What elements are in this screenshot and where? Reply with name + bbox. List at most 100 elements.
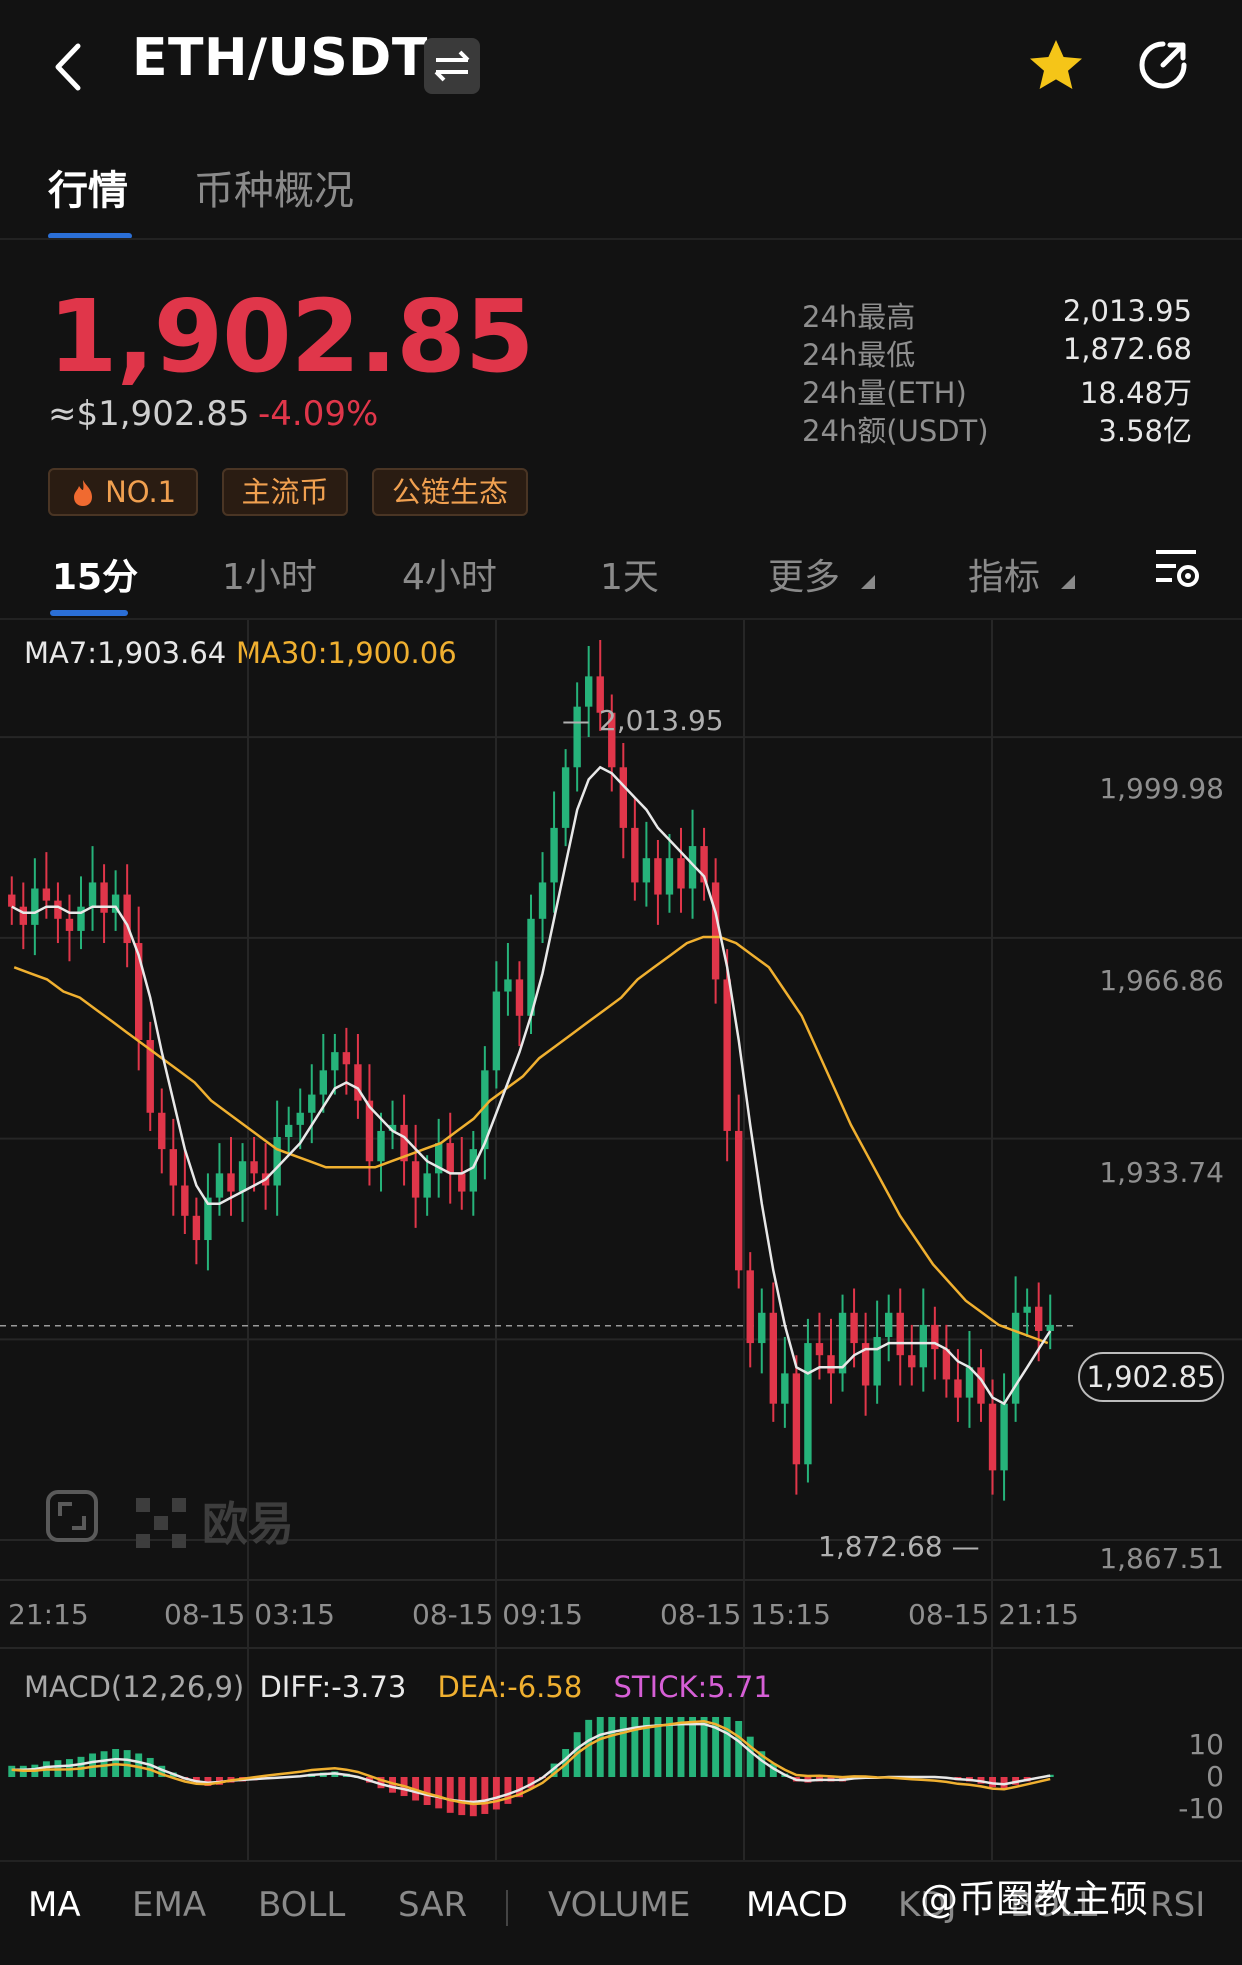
ind-ema[interactable]: EMA bbox=[132, 1885, 207, 1925]
macd-bar bbox=[585, 1719, 593, 1777]
candle-body bbox=[885, 1312, 893, 1338]
candle-body bbox=[354, 1064, 362, 1101]
macd-bar bbox=[642, 1717, 650, 1777]
candle-body bbox=[423, 1173, 431, 1198]
low-label: 1,872.68 bbox=[818, 1530, 943, 1563]
okx-logo: 欧易 bbox=[136, 1488, 294, 1554]
fullscreen-icon[interactable] bbox=[44, 1488, 100, 1544]
macd-bar bbox=[723, 1717, 731, 1777]
macd-bar bbox=[596, 1717, 604, 1777]
candle-body bbox=[769, 1312, 777, 1404]
category-tag[interactable]: 主流币 bbox=[222, 468, 348, 516]
chart-settings-icon[interactable] bbox=[1152, 546, 1200, 592]
ind-ma[interactable]: MA bbox=[28, 1885, 81, 1925]
macd-bar bbox=[504, 1777, 512, 1804]
interval-indicator bbox=[50, 610, 128, 616]
candlestick-chart[interactable] bbox=[0, 620, 1242, 1860]
candle-body bbox=[608, 712, 616, 768]
candle-body bbox=[365, 1100, 374, 1162]
okx-logo-text: 欧易 bbox=[202, 1497, 295, 1551]
stat-low-label: 24h最低 bbox=[802, 338, 916, 372]
candle-body bbox=[561, 767, 570, 828]
interval-more[interactable]: 更多 bbox=[768, 548, 876, 600]
stat-amount-value: 3.58亿 bbox=[1098, 414, 1192, 448]
macd-dea-line bbox=[11, 1720, 1051, 1806]
candle-body bbox=[665, 858, 674, 895]
candle-body bbox=[873, 1337, 881, 1386]
macd-dea: DEA:-6.58 bbox=[437, 1670, 583, 1704]
macd-bar bbox=[1000, 1777, 1008, 1789]
macd-bar bbox=[619, 1717, 627, 1777]
candle-body bbox=[227, 1173, 235, 1192]
macd-bar bbox=[631, 1717, 639, 1777]
candle-body bbox=[88, 882, 97, 907]
ind-volume[interactable]: VOLUME bbox=[548, 1885, 691, 1925]
macd-bar bbox=[746, 1736, 754, 1777]
rank-tag[interactable]: NO.1 bbox=[48, 468, 198, 516]
candle-body bbox=[781, 1373, 789, 1404]
stat-amount-label: 24h额(USDT) bbox=[802, 414, 989, 448]
macd-bar bbox=[77, 1756, 85, 1777]
macd-bar bbox=[446, 1777, 454, 1813]
candle-body bbox=[700, 846, 708, 883]
ma7-label: MA7:1,903.64 bbox=[24, 636, 227, 670]
candle-body bbox=[850, 1312, 858, 1344]
interval-1h[interactable]: 1小时 bbox=[222, 557, 317, 598]
candle-body bbox=[250, 1161, 258, 1174]
candle-body bbox=[931, 1324, 939, 1350]
macd-bar bbox=[377, 1777, 385, 1789]
stat-volume-label: 24h量(ETH) bbox=[802, 376, 967, 410]
interval-15m[interactable]: 15分 bbox=[52, 557, 139, 598]
interval-4h[interactable]: 4小时 bbox=[402, 557, 497, 598]
candle-body bbox=[573, 706, 581, 768]
ecosystem-tag[interactable]: 公链生态 bbox=[372, 468, 528, 516]
indicator-menu-label: 指标 bbox=[968, 557, 1041, 598]
candle-body bbox=[642, 858, 651, 883]
ind-kdj[interactable]: KDJ bbox=[898, 1885, 957, 1925]
candle-body bbox=[677, 858, 685, 889]
swap-button[interactable] bbox=[424, 38, 480, 94]
candle-body bbox=[585, 676, 593, 707]
ma30-label: MA30:1,900.06 bbox=[236, 636, 457, 670]
tab-market[interactable]: 行情 bbox=[48, 168, 128, 214]
macd-y-tick: 10 bbox=[1188, 1728, 1224, 1761]
stat-low-value: 1,872.68 bbox=[1062, 332, 1192, 366]
candle-body bbox=[792, 1373, 801, 1465]
ind-boll-2[interactable]: BOLL bbox=[1010, 1885, 1098, 1925]
macd-bar bbox=[989, 1777, 996, 1788]
ind-sar[interactable]: SAR bbox=[398, 1885, 468, 1925]
candle-body bbox=[54, 900, 62, 919]
candle-body bbox=[169, 1149, 177, 1186]
candle-body bbox=[1023, 1306, 1031, 1313]
macd-bar bbox=[550, 1763, 558, 1777]
interval-1d[interactable]: 1天 bbox=[600, 557, 659, 598]
candle-body bbox=[31, 888, 39, 925]
candle-body bbox=[1011, 1312, 1020, 1404]
y-tick: 1,867.51 bbox=[1099, 1542, 1224, 1575]
indicator-menu[interactable]: 指标 bbox=[968, 548, 1076, 600]
share-icon[interactable] bbox=[1134, 36, 1192, 94]
high-label: 2,013.95 bbox=[598, 704, 724, 737]
macd-bar bbox=[135, 1753, 143, 1777]
candle-body bbox=[388, 1124, 397, 1131]
ind-rsi[interactable]: RSI bbox=[1150, 1885, 1206, 1925]
macd-bar bbox=[608, 1717, 616, 1777]
macd-bar bbox=[146, 1757, 154, 1777]
chevron-left-icon[interactable] bbox=[44, 34, 94, 100]
tab-overview[interactable]: 币种概况 bbox=[194, 168, 354, 214]
candle-body bbox=[596, 676, 604, 713]
star-icon[interactable] bbox=[1026, 36, 1086, 96]
ma7-line bbox=[11, 765, 1052, 1406]
last-price: 1,902.85 bbox=[48, 278, 534, 395]
ind-boll[interactable]: BOLL bbox=[258, 1885, 346, 1925]
candle-body bbox=[1035, 1306, 1043, 1331]
macd-bar bbox=[158, 1765, 166, 1777]
candle-body bbox=[654, 858, 662, 895]
ind-macd[interactable]: MACD bbox=[746, 1885, 848, 1925]
candle-body bbox=[296, 1112, 304, 1125]
candle-body bbox=[238, 1161, 247, 1192]
macd-bar bbox=[700, 1717, 708, 1777]
macd-bar bbox=[435, 1777, 443, 1809]
candle-body bbox=[42, 888, 51, 901]
pair-title[interactable]: ETH/USDT bbox=[132, 28, 428, 88]
